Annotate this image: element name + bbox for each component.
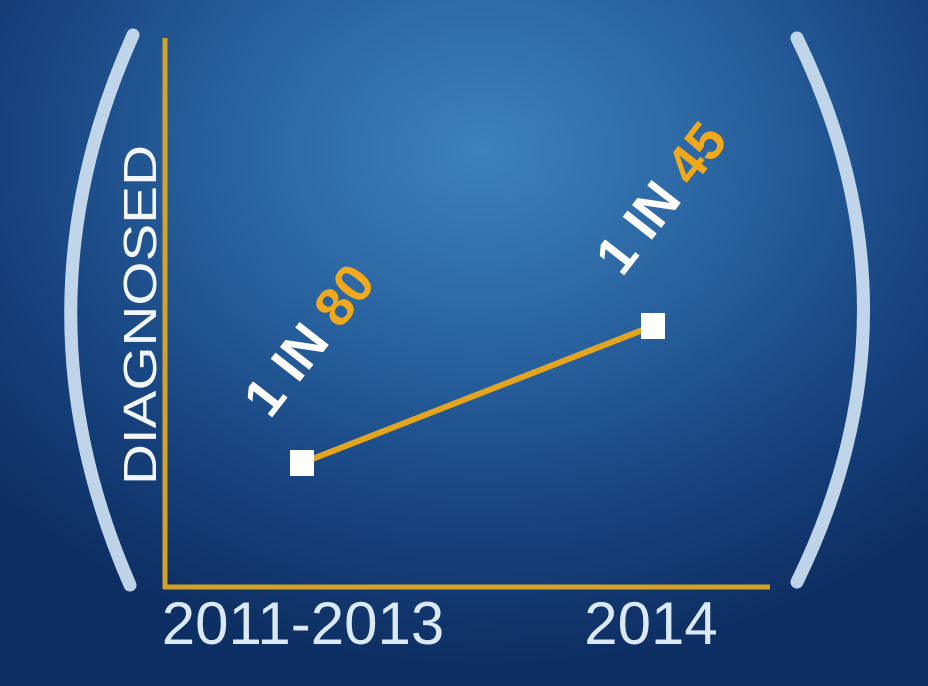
right-bracket: [790, 31, 870, 589]
data-label-2014: 1 IN 45: [584, 111, 738, 285]
x-tick-label-2011-2013: 2011-2013: [162, 590, 444, 657]
series-line: [299, 323, 656, 466]
left-bracket: [64, 28, 140, 592]
data-point-2014: [641, 313, 665, 339]
y-axis-title: DIAGNOSED: [114, 145, 166, 485]
data-point-2011-2013: [290, 450, 314, 476]
x-tick-label-2014: 2014: [584, 590, 717, 657]
data-label-2011-2013: 1 IN 80: [232, 253, 386, 427]
